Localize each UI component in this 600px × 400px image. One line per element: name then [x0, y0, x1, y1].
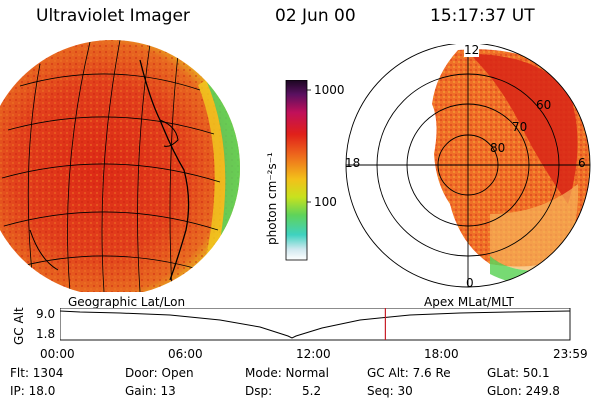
colorbar-tick-100: 100 — [314, 195, 337, 209]
colorbar-tick-1000: 1000 — [314, 83, 345, 97]
time-tick-1800: 18:00 — [424, 347, 459, 361]
altitude-timeline-plot — [60, 308, 571, 341]
geographic-longitude: GLon: 249.8 — [487, 384, 560, 398]
colorbar-unit-label: photon cm⁻²s⁻¹ — [265, 152, 279, 245]
mlt-label-0: 0 — [466, 276, 474, 290]
dsp-value: 5.2 — [302, 384, 322, 398]
mlt-label-18: 18 — [345, 156, 361, 170]
geographic-panel-label: Geographic Lat/Lon — [68, 295, 186, 309]
ip-value: IP: 18.0 — [10, 384, 56, 398]
geographic-latitude: GLat: 50.1 — [487, 366, 550, 380]
altitude-tick-1-8: 1.8 — [36, 327, 56, 341]
polar-mlat-mlt-plot — [345, 44, 591, 288]
colorbar — [285, 80, 311, 261]
geographic-aurora-image — [0, 40, 240, 292]
mlat-label-70: 70 — [512, 120, 528, 134]
time-tick-2359: 23:59 — [553, 347, 588, 361]
dsp-label: Dsp: — [245, 384, 273, 398]
mode-value: Mode: Normal — [245, 366, 329, 380]
mlat-label-80: 80 — [490, 141, 506, 155]
altitude-axis-label: GC Alt — [12, 307, 26, 345]
mlt-label-6: 6 — [578, 156, 586, 170]
altitude-tick-9: 9.0 — [36, 307, 56, 321]
door-status: Door: Open — [125, 366, 194, 380]
time-tick-0000: 00:00 — [40, 347, 75, 361]
instrument-title: Ultraviolet Imager — [36, 6, 190, 26]
gc-altitude: GC Alt: 7.6 Re — [367, 366, 451, 380]
flight-number: Flt: 1304 — [10, 366, 64, 380]
apex-panel-label: Apex MLat/MLT — [424, 295, 514, 309]
time-tick-0600: 06:00 — [168, 347, 203, 361]
altitude-curve — [60, 310, 571, 339]
mlt-label-12: 12 — [464, 43, 480, 57]
mlat-label-60: 60 — [536, 98, 552, 112]
gain-value: Gain: 13 — [125, 384, 176, 398]
time-tick-1200: 12:00 — [296, 347, 331, 361]
date-label: 02 Jun 00 — [275, 6, 356, 26]
sequence-number: Seq: 30 — [367, 384, 413, 398]
time-label: 15:17:37 UT — [430, 6, 535, 26]
